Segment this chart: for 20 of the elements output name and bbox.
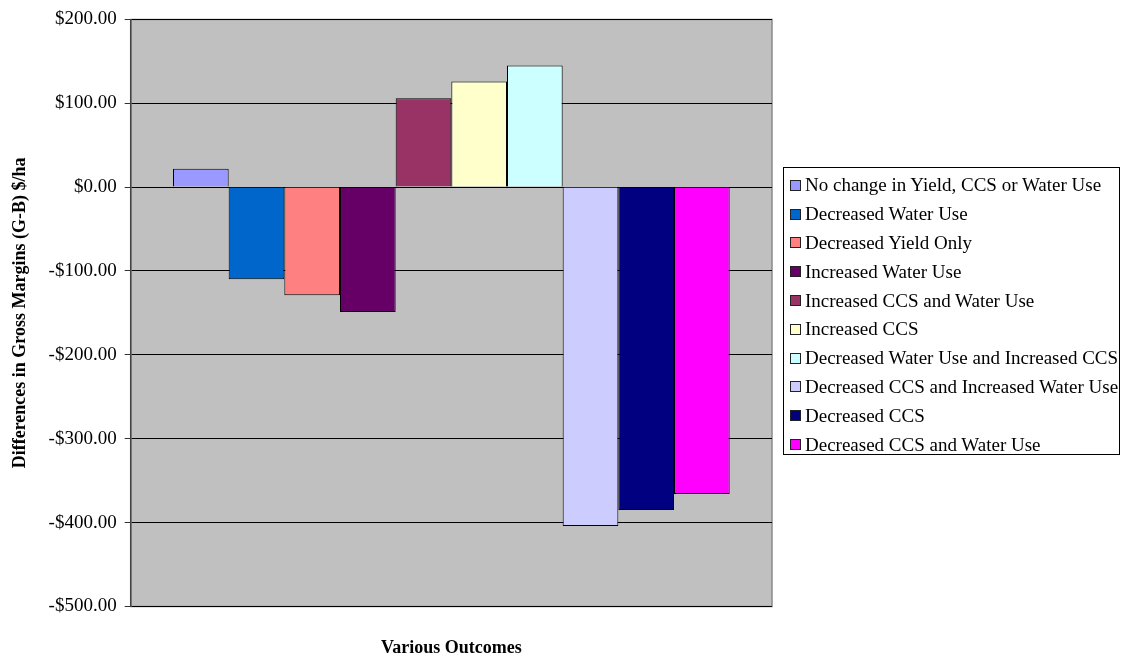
y-tick-label: $200.00 bbox=[54, 7, 117, 29]
y-tick-label: -$200.00 bbox=[48, 342, 117, 364]
y-tick-label: -$300.00 bbox=[48, 426, 117, 448]
y-tick-label: -$500.00 bbox=[48, 594, 117, 616]
y-tick-label: $0.00 bbox=[73, 175, 117, 197]
y-tick-label: -$100.00 bbox=[48, 258, 117, 280]
legend-label: Increased CCS bbox=[805, 318, 919, 341]
legend-label: Decreased Yield Only bbox=[805, 231, 973, 254]
legend-label: Decreased Water Use bbox=[805, 203, 968, 226]
legend-label: Increased Water Use bbox=[805, 260, 962, 283]
y-axis-title: Differences in Gross Margins (G-B) $/ha bbox=[9, 157, 31, 469]
y-tick-label: $100.00 bbox=[54, 91, 117, 113]
legend-label: No change in Yield, CCS or Water Use bbox=[805, 174, 1102, 197]
x-axis-title: Various Outcomes bbox=[380, 636, 522, 657]
legend-label: Decreased CCS and Water Use bbox=[805, 433, 1041, 456]
legend-label: Increased CCS and Water Use bbox=[805, 289, 1035, 312]
legend-label: Decreased CCS bbox=[805, 404, 925, 427]
legend-label: Decreased Water Use and Increased CCS bbox=[805, 347, 1119, 370]
legend-label: Decreased CCS and Increased Water Use bbox=[805, 375, 1119, 398]
y-tick-label: -$400.00 bbox=[48, 510, 117, 532]
